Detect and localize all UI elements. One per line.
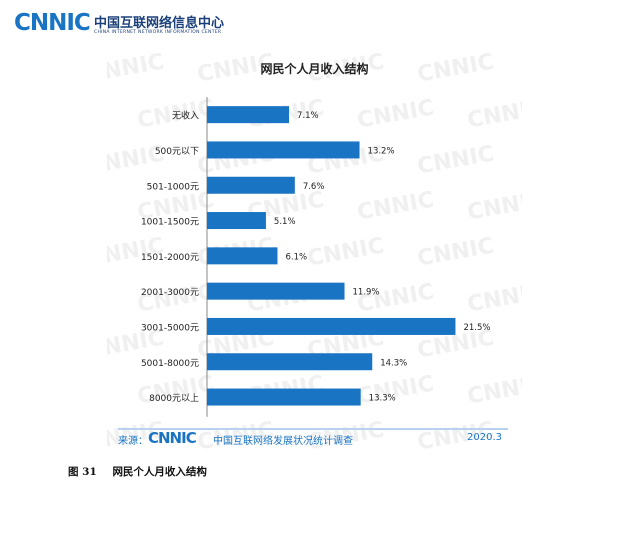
source-line: 来源： CNNIC 中国互联网络发展状况统计调查 2020.3: [118, 428, 508, 450]
category-label: 8000元以上: [149, 393, 199, 404]
bar: [207, 317, 456, 335]
source-label: 来源：: [118, 436, 148, 447]
value-label: 7.1%: [297, 111, 319, 121]
bar-chart: 无收入 7.1% 500元以下 13.2% 501-1000元 7.6% 1001-1500…: [141, 97, 490, 417]
chart-title: 网民个人月收入结构: [260, 62, 369, 76]
category-label: 1001-1500元: [141, 218, 199, 228]
logo-english-name: CHINA INTERNET NETWORK INFORMATION CENTE…: [94, 30, 222, 35]
figure-caption-text: 网民个人月收入结构: [112, 466, 207, 478]
category-label: 1501-2000元: [141, 253, 199, 263]
value-label: 13.3%: [369, 394, 396, 404]
value-label: 11.9%: [353, 288, 380, 298]
bar: [207, 141, 360, 159]
category-label: 5001-8000元: [141, 359, 199, 369]
value-label: 5.1%: [274, 217, 296, 227]
source-date: 2020.3: [467, 432, 502, 443]
category-label: 500元以下: [155, 147, 199, 157]
value-label: 14.3%: [380, 358, 407, 368]
figure-caption: 图 31 网民个人月收入结构: [68, 464, 207, 479]
value-label: 7.6%: [303, 182, 325, 192]
value-label: 21.5%: [463, 323, 490, 333]
bar: [207, 106, 290, 124]
bar: [207, 212, 266, 230]
logo-chinese-name: 中国互联网络信息中心: [94, 16, 225, 31]
source-text: 中国互联网络发展状况统计调查: [213, 436, 353, 447]
figure-number: 图 31: [68, 466, 97, 478]
bar: [207, 353, 373, 371]
bar: [207, 388, 361, 406]
cnnic-logo: CNNIC: [14, 10, 91, 36]
category-label: 2001-3000元: [141, 288, 199, 298]
value-label: 13.2%: [368, 146, 395, 156]
bar: [207, 282, 345, 300]
value-label: 6.1%: [285, 252, 307, 262]
category-label: 3001-5000元: [141, 323, 199, 333]
bar: [207, 247, 278, 265]
chart-panel: CNNIC CNNIC CNNIC CNNIC CNNIC CNNIC CNNIC CNNIC…: [107, 50, 522, 450]
bar: [207, 176, 295, 194]
category-label: 501-1000元: [147, 182, 199, 192]
category-label: 无收入: [172, 110, 199, 122]
source-cnnic-logo: CNNIC: [148, 429, 197, 447]
